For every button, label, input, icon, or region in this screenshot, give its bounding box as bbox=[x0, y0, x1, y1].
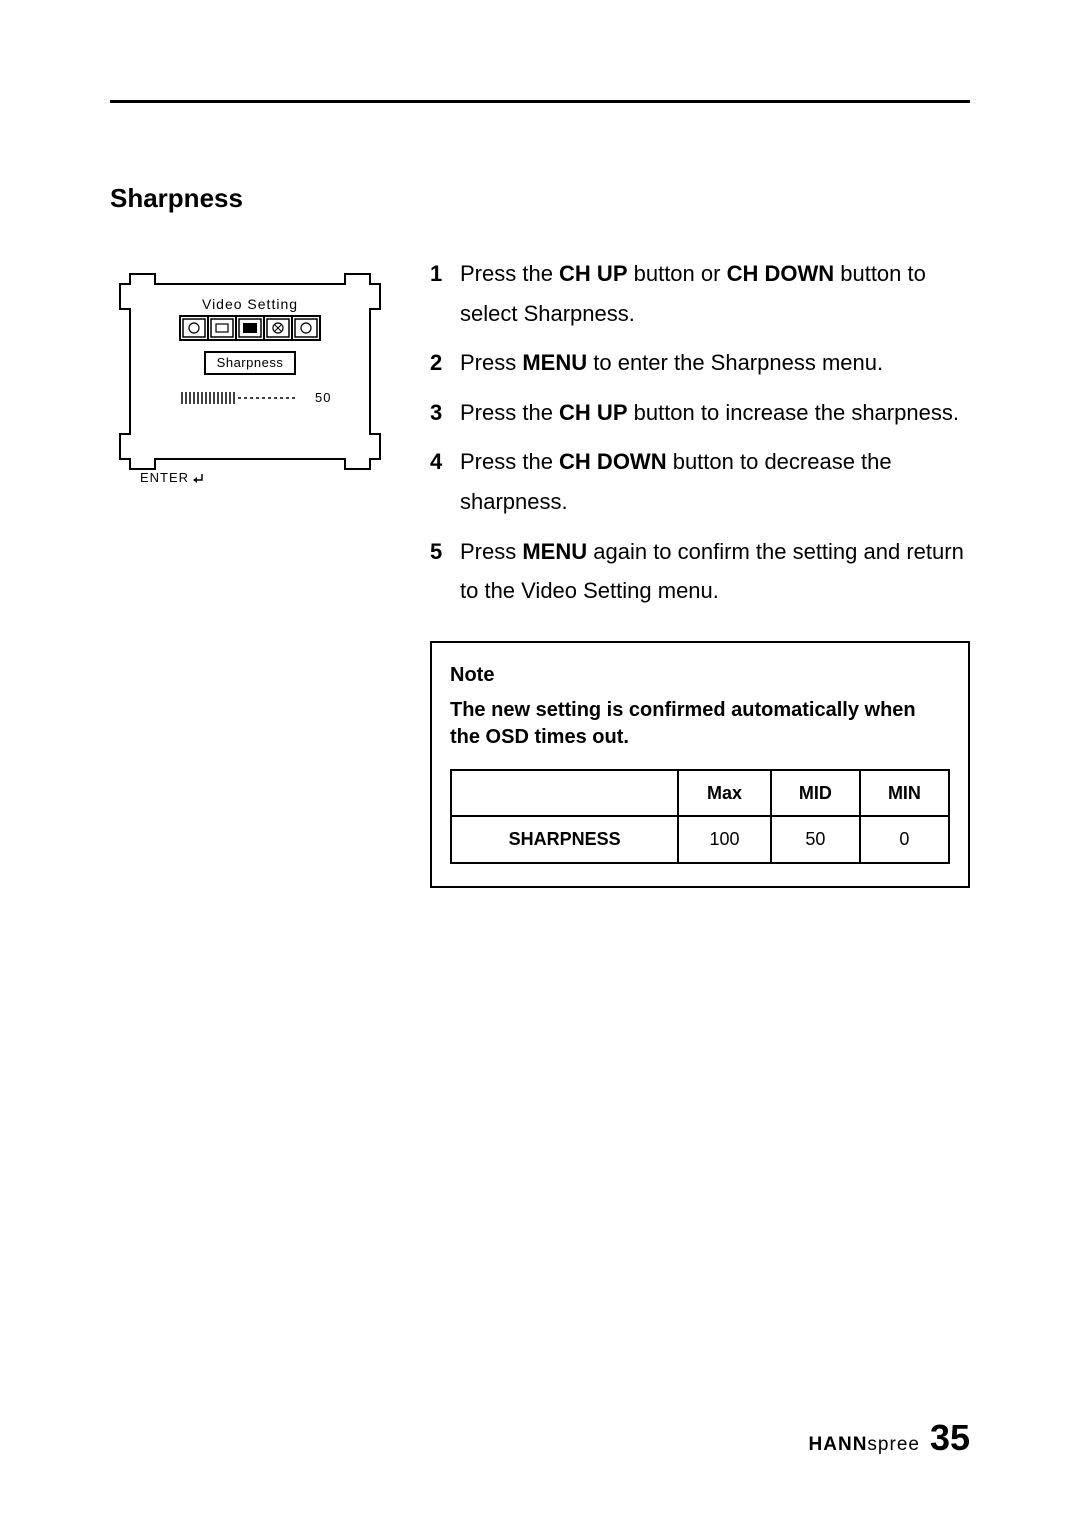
step-5: Press MENU again to confirm the setting … bbox=[430, 532, 970, 611]
col-min: MIN bbox=[860, 770, 949, 816]
val-max: 100 bbox=[678, 816, 771, 862]
table-empty-header bbox=[451, 770, 678, 816]
osd-header: Video Setting bbox=[202, 296, 298, 312]
step-1: Press the CH UP button or CH DOWN button… bbox=[430, 254, 970, 333]
instructions: Press the CH UP button or CH DOWN button… bbox=[430, 254, 970, 888]
page-footer: HANNspree 35 bbox=[809, 1417, 970, 1459]
osd-diagram: Video Setting Sharpne bbox=[110, 254, 390, 514]
section-title: Sharpness bbox=[110, 183, 970, 214]
step-2: Press MENU to enter the Sharpness menu. bbox=[430, 343, 970, 383]
osd-value: 50 bbox=[315, 390, 331, 405]
osd-selected-label: Sharpness bbox=[217, 355, 284, 370]
step-3: Press the CH UP button to increase the s… bbox=[430, 393, 970, 433]
step-4: Press the CH DOWN button to decrease the… bbox=[430, 442, 970, 521]
brand-light: spree bbox=[867, 1434, 920, 1455]
col-max: Max bbox=[678, 770, 771, 816]
note-box: Note The new setting is confirmed automa… bbox=[430, 641, 970, 888]
val-mid: 50 bbox=[771, 816, 860, 862]
brand-bold: HANN bbox=[809, 1434, 868, 1455]
values-table: Max MID MIN SHARPNESS 100 50 0 bbox=[450, 769, 950, 864]
enter-icon bbox=[193, 474, 202, 483]
val-min: 0 bbox=[860, 816, 949, 862]
note-title: Note bbox=[450, 657, 950, 693]
osd-enter-label: ENTER bbox=[140, 470, 189, 485]
osd-slider bbox=[182, 392, 295, 404]
page-number: 35 bbox=[930, 1417, 970, 1459]
row-label: SHARPNESS bbox=[451, 816, 678, 862]
top-rule bbox=[110, 100, 970, 103]
col-mid: MID bbox=[771, 770, 860, 816]
note-text: The new setting is confirmed automatical… bbox=[450, 697, 950, 751]
